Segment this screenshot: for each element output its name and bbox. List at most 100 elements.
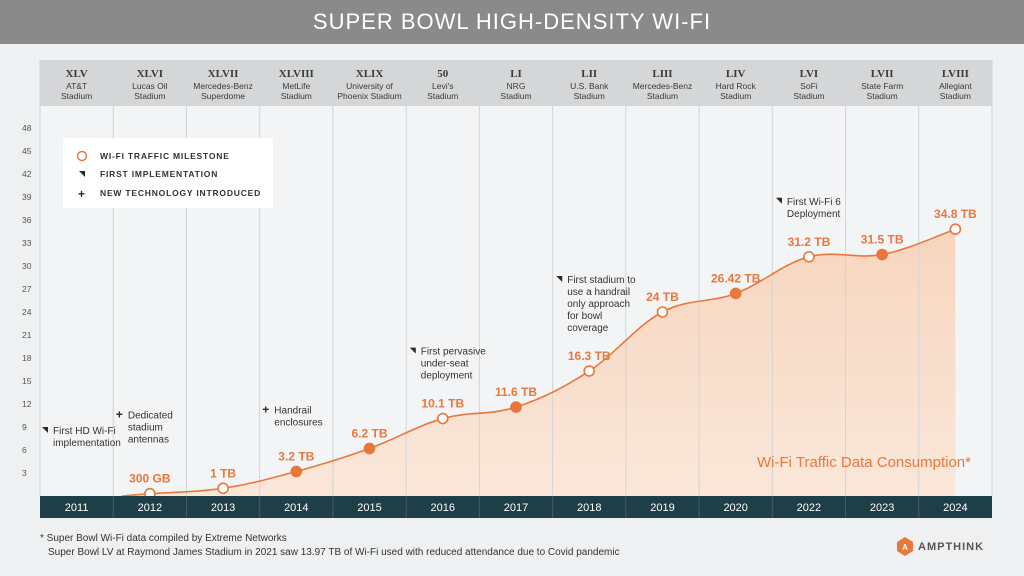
venue-line-2: Stadium: [867, 91, 898, 101]
data-area: [121, 229, 956, 496]
legend-tech-icon: +: [78, 187, 85, 201]
y-tick-label: 9: [22, 422, 27, 432]
legend-first-label: FIRST IMPLEMENTATION: [100, 169, 218, 179]
value-label: 1 TB: [210, 466, 236, 480]
annotation-line: deployment: [421, 371, 473, 382]
venue-line-2: Stadium: [720, 91, 751, 101]
legend-milestone-icon: [76, 150, 88, 162]
x-tick-label: 2024: [943, 502, 967, 514]
brand-name: AMPTHINK: [918, 541, 984, 553]
header-band: [40, 60, 992, 106]
x-tick-label: 2015: [357, 502, 381, 514]
y-tick-label: 33: [22, 238, 32, 248]
first-implementation-icon: [775, 197, 782, 204]
annotation-line: First pervasive: [421, 347, 486, 358]
super-bowl-number: LII: [581, 68, 597, 80]
y-tick-label: 15: [22, 376, 32, 386]
venue-line-1: Mercedes-Benz: [633, 81, 693, 91]
super-bowl-number: LI: [510, 68, 522, 80]
venue-line-2: Stadium: [793, 91, 824, 101]
y-tick-label: 3: [22, 468, 27, 478]
series-name-label: Wi-Fi Traffic Data Consumption*: [757, 454, 971, 471]
y-tick-label: 6: [22, 445, 27, 455]
legend-box: [63, 138, 273, 208]
x-tick-label: 2017: [504, 502, 528, 514]
y-tick-label: 12: [22, 399, 32, 409]
super-bowl-number: LVIII: [942, 68, 969, 80]
annotation-line: implementation: [53, 438, 121, 449]
x-tick-label: 2022: [797, 502, 821, 514]
venue-line-1: MetLife: [282, 81, 310, 91]
super-bowl-number: XLVII: [208, 68, 239, 80]
footnote-1: * Super Bowl Wi-Fi data compiled by Extr…: [40, 533, 287, 544]
brand-logo: A AMPTHINK: [897, 537, 984, 556]
super-bowl-number: XLIX: [356, 68, 384, 80]
venue-line-1: Allegiant: [939, 81, 972, 91]
venue-line-1: Mercedes-Benz: [193, 81, 253, 91]
venue-line-1: U.S. Bank: [570, 81, 609, 91]
brand-logo-icon: [897, 537, 913, 556]
annotation-line: under-seat: [421, 359, 469, 370]
y-tick-label: 42: [22, 169, 32, 179]
x-tick-label: 2023: [870, 502, 894, 514]
venue-line-1: AT&T: [66, 81, 87, 91]
value-label: 10.1 TB: [421, 397, 464, 411]
value-label: 31.5 TB: [861, 233, 904, 247]
super-bowl-number: LIV: [726, 68, 746, 80]
data-point: [729, 287, 742, 300]
y-tick-label: 30: [22, 261, 32, 271]
footnote-2: Super Bowl LV at Raymond James Stadium i…: [48, 547, 620, 558]
data-point: [436, 412, 449, 425]
value-label: 6.2 TB: [352, 426, 388, 440]
annotation-line: First stadium to: [567, 275, 636, 286]
y-tick-label: 48: [22, 123, 32, 133]
legend-milestone-label: WI-FI TRAFFIC MILESTONE: [100, 151, 230, 161]
venue-line-2: Stadium: [134, 91, 165, 101]
x-tick-label: 2014: [284, 502, 308, 514]
annotation-line: only approach: [567, 299, 630, 310]
venue-line-2: Superdome: [201, 91, 245, 101]
venue-line-1: NRG: [507, 81, 526, 91]
annotation-line: coverage: [567, 323, 609, 334]
venue-line-2: Stadium: [61, 91, 92, 101]
data-point: [656, 306, 669, 318]
first-implementation-icon: [409, 347, 416, 354]
super-bowl-number: 50: [437, 68, 449, 80]
legend-tech-label: NEW TECHNOLOGY INTRODUCED: [100, 188, 261, 198]
venue-line-2: Phoenix Stadium: [337, 91, 401, 101]
venue-line-1: Hard Rock: [716, 81, 757, 91]
venue-line-1: Lucas Oil: [132, 81, 168, 91]
super-bowl-number: LVII: [871, 68, 894, 80]
x-tick-label: 2013: [211, 502, 235, 514]
annotation-line: for bowl: [567, 311, 602, 322]
super-bowl-number: LVI: [800, 68, 819, 80]
year-bar: [40, 496, 992, 518]
venue-line-2: Stadium: [940, 91, 971, 101]
annotation-line: Deployment: [787, 209, 841, 220]
annotation-line: use a handrail: [567, 287, 630, 298]
venue-line-2: Stadium: [281, 91, 312, 101]
venue-line-2: Stadium: [500, 91, 531, 101]
venue-line-2: Stadium: [427, 91, 458, 101]
venue-line-2: Stadium: [647, 91, 678, 101]
super-bowl-number: LIII: [652, 68, 672, 80]
venue-line-1: SoFi: [800, 81, 818, 91]
x-tick-label: 2019: [650, 502, 674, 514]
data-point: [876, 248, 888, 261]
annotation-line: First Wi-Fi 6: [787, 197, 841, 208]
y-tick-label: 21: [22, 330, 32, 340]
brand-logo-letter: A: [902, 543, 908, 552]
x-tick-label: 2018: [577, 502, 601, 514]
new-technology-icon: +: [116, 408, 123, 422]
x-tick-label: 2016: [431, 502, 455, 514]
x-tick-label: 2012: [138, 502, 162, 514]
annotation-line: antennas: [128, 435, 169, 446]
annotation-line: enclosures: [274, 417, 322, 428]
venue-line-1: State Farm: [861, 81, 903, 91]
annotation-line: stadium: [128, 423, 163, 434]
